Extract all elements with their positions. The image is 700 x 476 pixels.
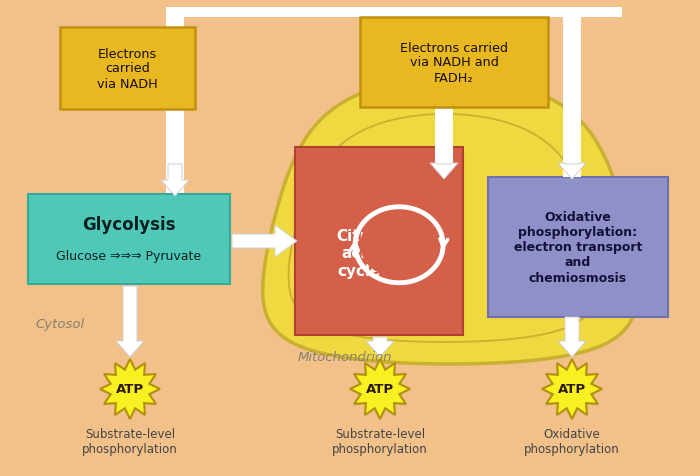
Text: ATP: ATP xyxy=(366,383,394,396)
Polygon shape xyxy=(262,79,637,364)
Text: Electrons carried
via NADH and
FADH₂: Electrons carried via NADH and FADH₂ xyxy=(400,41,508,84)
Polygon shape xyxy=(232,226,297,258)
Bar xyxy=(435,105,453,165)
Ellipse shape xyxy=(360,212,438,278)
FancyBboxPatch shape xyxy=(488,178,668,317)
Polygon shape xyxy=(430,164,458,179)
Polygon shape xyxy=(350,359,410,419)
Text: Electrons
carried
via NADH: Electrons carried via NADH xyxy=(97,48,158,90)
Text: Substrate-level
phosphorylation: Substrate-level phosphorylation xyxy=(82,427,178,455)
FancyBboxPatch shape xyxy=(360,18,548,108)
FancyBboxPatch shape xyxy=(60,28,195,110)
FancyBboxPatch shape xyxy=(28,195,230,284)
Bar xyxy=(435,18,453,105)
Polygon shape xyxy=(366,337,394,357)
Polygon shape xyxy=(116,287,144,357)
Bar xyxy=(166,18,184,30)
Text: Glucose ⇒⇒⇒ Pyruvate: Glucose ⇒⇒⇒ Pyruvate xyxy=(57,250,202,263)
Text: Citric
acid
cycle: Citric acid cycle xyxy=(336,228,382,278)
Text: Substrate-level
phosphorylation: Substrate-level phosphorylation xyxy=(332,427,428,455)
Bar xyxy=(563,105,581,178)
Text: Mitochondrion: Mitochondrion xyxy=(298,351,393,364)
Polygon shape xyxy=(100,359,160,419)
Text: Cytosol: Cytosol xyxy=(35,318,84,331)
Polygon shape xyxy=(161,165,189,197)
Polygon shape xyxy=(558,317,586,357)
Text: Oxidative
phosphorylation:
electron transport
and
chemiosmosis: Oxidative phosphorylation: electron tran… xyxy=(514,211,642,284)
Bar xyxy=(166,8,622,18)
FancyBboxPatch shape xyxy=(295,148,463,335)
Bar xyxy=(563,18,581,105)
Text: ATP: ATP xyxy=(558,383,586,396)
Bar xyxy=(166,108,184,195)
Text: ATP: ATP xyxy=(116,383,144,396)
Polygon shape xyxy=(558,164,586,179)
Text: Glycolysis: Glycolysis xyxy=(83,216,176,234)
Text: Oxidative
phosphorylation: Oxidative phosphorylation xyxy=(524,427,620,455)
Polygon shape xyxy=(542,359,602,419)
